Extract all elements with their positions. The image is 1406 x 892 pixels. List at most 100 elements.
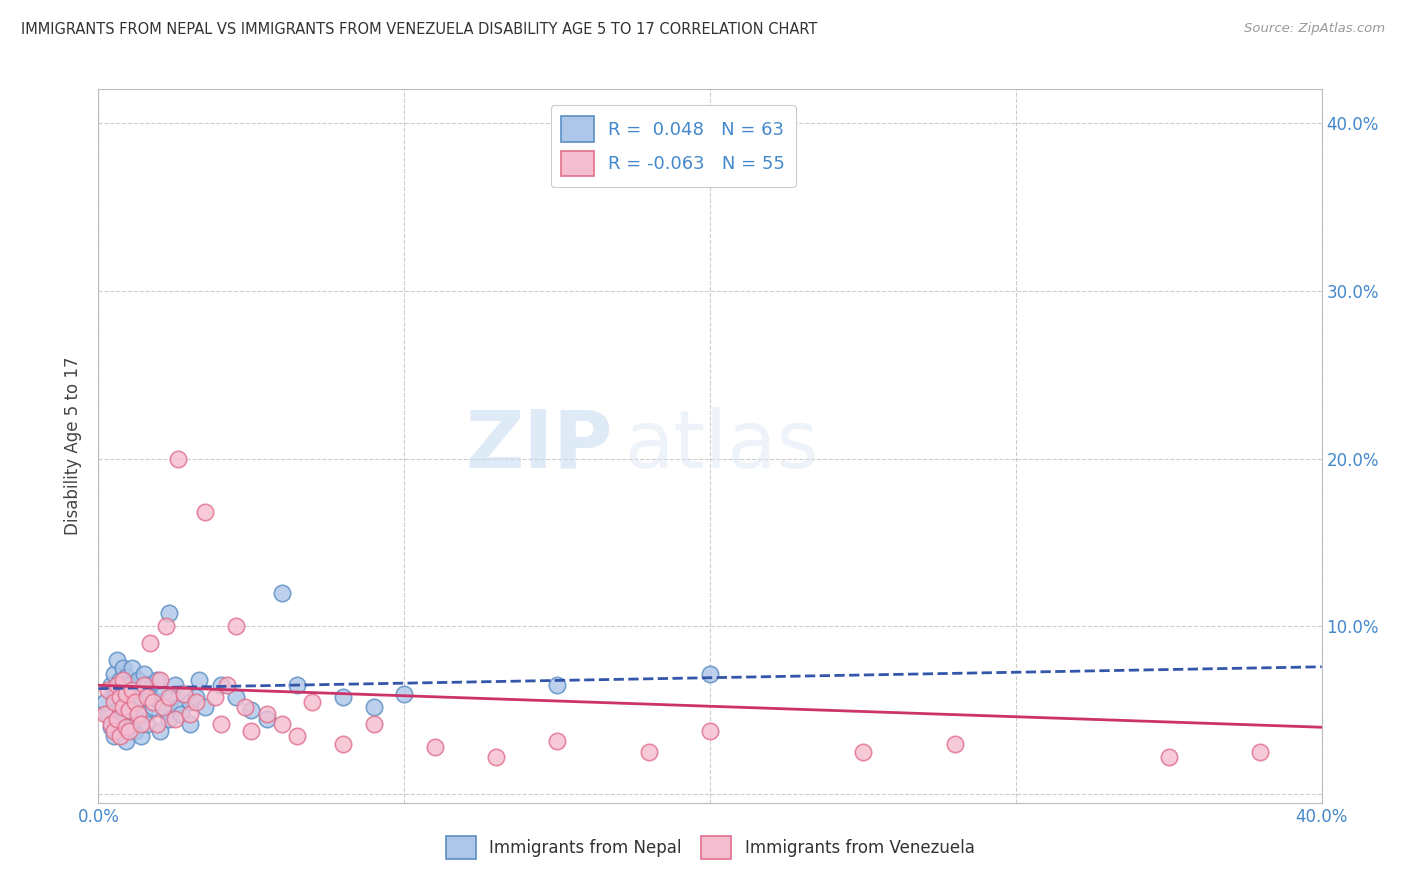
Point [167, 700, 190, 714]
Point [97, 706, 120, 721]
Point [332, 737, 354, 751]
Point [136, 717, 159, 731]
Point [145, 673, 167, 688]
Point [179, 706, 201, 721]
Point [121, 687, 143, 701]
Point [111, 700, 134, 714]
Point [127, 673, 149, 688]
Point [134, 666, 156, 681]
Text: atlas: atlas [624, 407, 818, 485]
Point [157, 690, 180, 704]
Point [105, 687, 128, 701]
Text: Source: ZipAtlas.com: Source: ZipAtlas.com [1244, 22, 1385, 36]
Point [546, 733, 568, 747]
Point [852, 746, 875, 760]
Point [173, 687, 195, 701]
Point [194, 505, 217, 519]
Point [93, 695, 115, 709]
Point [129, 690, 152, 704]
Point [105, 712, 128, 726]
Point [105, 712, 128, 726]
Point [152, 687, 174, 701]
Point [485, 750, 508, 764]
Point [103, 695, 125, 709]
Point [97, 683, 120, 698]
Point [142, 695, 165, 709]
Point [93, 706, 115, 721]
Point [745, 166, 768, 180]
Point [179, 717, 201, 731]
Point [157, 606, 180, 620]
Point [225, 619, 247, 633]
Point [111, 717, 134, 731]
Point [155, 703, 177, 717]
Point [157, 712, 180, 726]
Point [103, 690, 125, 704]
Point [103, 723, 125, 738]
Point [103, 666, 125, 681]
Point [127, 712, 149, 726]
Point [186, 695, 208, 709]
Point [699, 666, 721, 681]
Point [699, 723, 721, 738]
Point [301, 695, 323, 709]
Point [392, 687, 416, 701]
Point [129, 717, 152, 731]
Point [108, 690, 131, 704]
Text: ZIP: ZIP [465, 407, 612, 485]
Point [118, 720, 141, 734]
Point [363, 700, 385, 714]
Point [285, 678, 308, 692]
Y-axis label: Disability Age 5 to 17: Disability Age 5 to 17 [65, 357, 83, 535]
Point [142, 700, 165, 714]
Point [134, 678, 156, 692]
Point [204, 690, 226, 704]
Point [139, 636, 162, 650]
Point [100, 678, 122, 692]
Point [111, 673, 134, 688]
Point [163, 678, 186, 692]
Point [115, 733, 138, 747]
Point [233, 700, 256, 714]
Point [186, 690, 208, 704]
Point [215, 678, 238, 692]
Point [118, 723, 141, 738]
Point [363, 717, 385, 731]
Point [118, 703, 141, 717]
Point [136, 690, 159, 704]
Point [124, 695, 146, 709]
Point [209, 678, 232, 692]
Point [256, 706, 278, 721]
Point [108, 723, 131, 738]
Point [152, 700, 174, 714]
Point [105, 678, 128, 692]
Point [170, 706, 193, 721]
Point [129, 729, 152, 743]
Point [118, 703, 141, 717]
Point [240, 703, 263, 717]
Point [124, 723, 146, 738]
Point [115, 687, 138, 701]
Point [173, 687, 195, 701]
Point [155, 619, 177, 633]
Point [124, 695, 146, 709]
Point [108, 700, 131, 714]
Point [149, 723, 172, 738]
Point [115, 695, 138, 709]
Point [1249, 746, 1271, 760]
Point [139, 690, 162, 704]
Point [127, 706, 149, 721]
Point [121, 683, 143, 698]
Point [103, 729, 125, 743]
Point [108, 673, 131, 688]
Point [270, 717, 292, 731]
Point [163, 712, 186, 726]
Point [209, 717, 232, 731]
Point [149, 695, 172, 709]
Point [179, 695, 201, 709]
Point [121, 661, 143, 675]
Point [115, 670, 138, 684]
Point [240, 723, 263, 738]
Point [111, 683, 134, 698]
Point [149, 673, 172, 688]
